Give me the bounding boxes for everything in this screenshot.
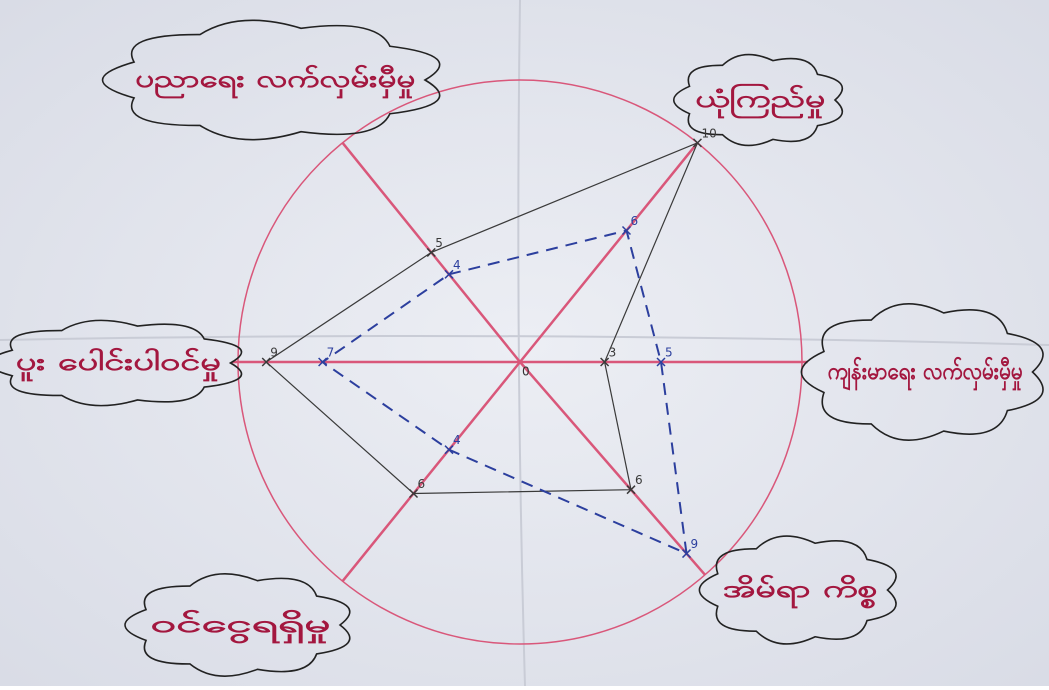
value-label: 4	[453, 433, 461, 447]
value-label: 7	[327, 346, 335, 360]
value-label: 6	[630, 214, 638, 228]
paper	[0, 0, 1049, 686]
center-label: 0	[522, 365, 530, 379]
value-label: 9	[270, 346, 278, 360]
value-label: 6	[635, 473, 643, 487]
value-label: 6	[418, 477, 426, 491]
value-label: 4	[453, 258, 461, 272]
value-label: 5	[435, 236, 443, 250]
value-label: 9	[691, 537, 699, 551]
value-label: 10	[701, 126, 716, 140]
value-label: 5	[665, 346, 673, 360]
photo: 0ပညာရေး လက်လှမ်းမှီမှုယုံကြည်မှုကျန်းမာရ…	[0, 0, 1049, 686]
value-label: 3	[609, 346, 617, 360]
